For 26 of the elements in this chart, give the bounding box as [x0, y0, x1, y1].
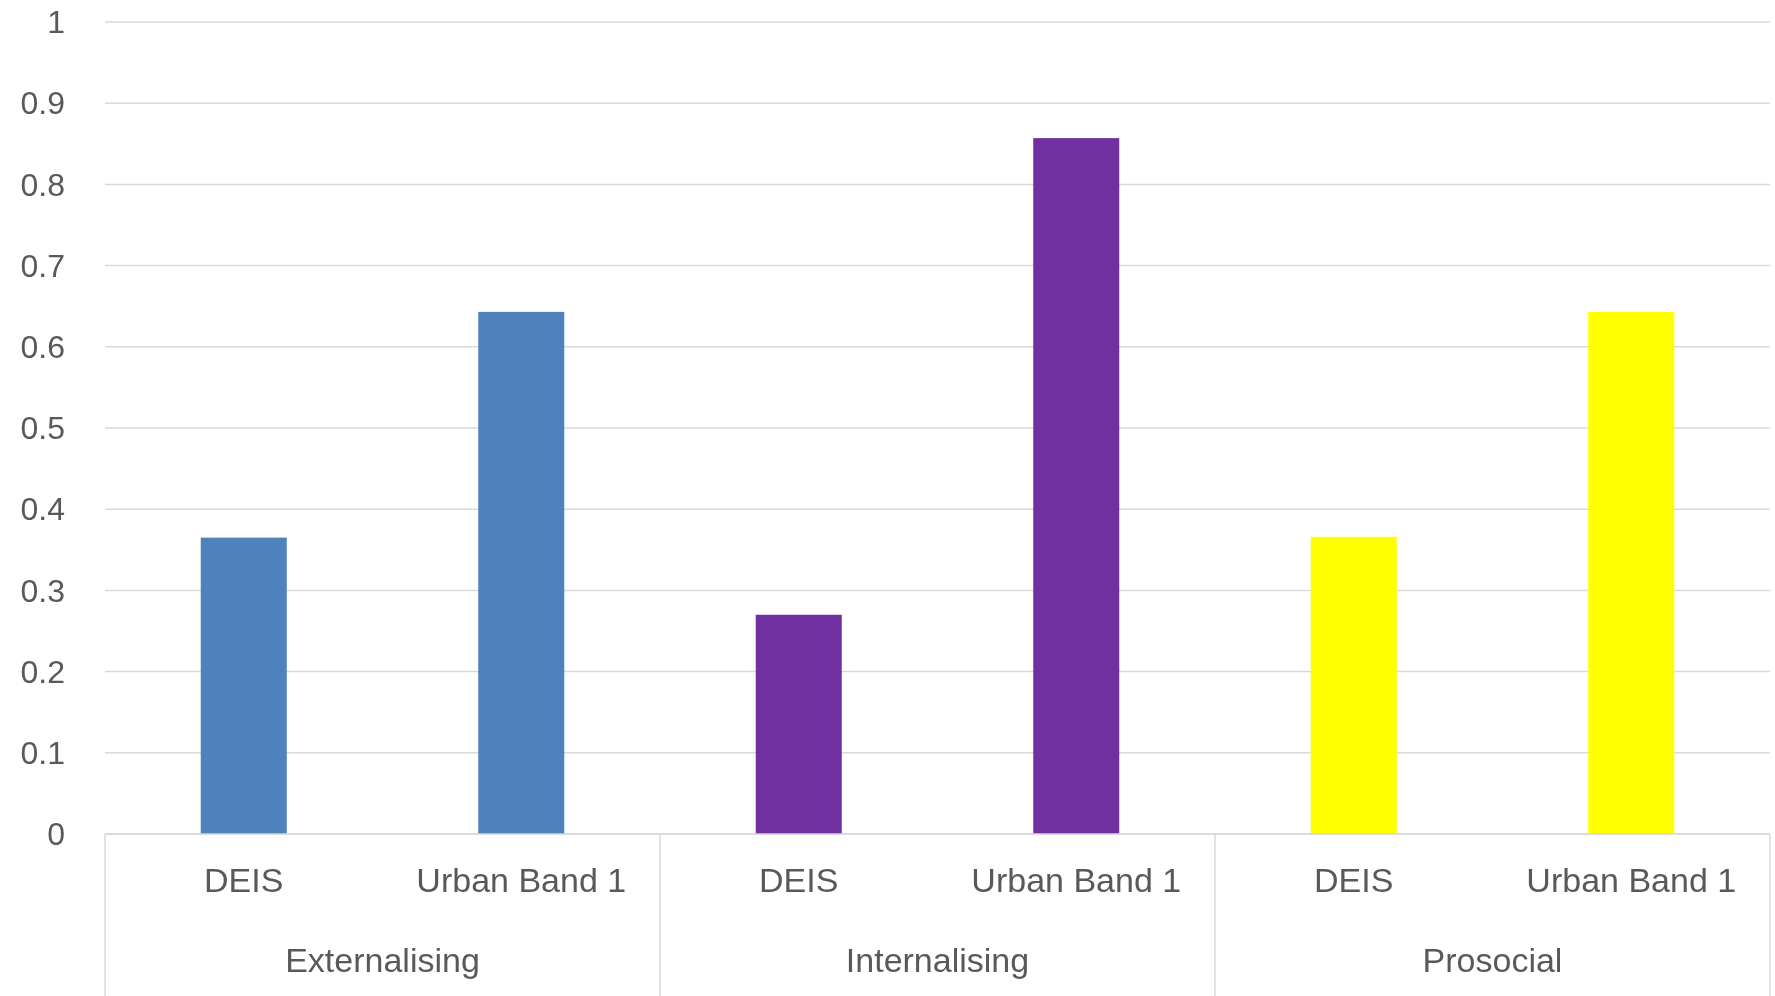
x-tick-label: Urban Band 1: [971, 861, 1182, 899]
x-tick-label: DEIS: [759, 861, 839, 899]
y-tick-label: 0.2: [20, 653, 65, 690]
bar: [478, 311, 565, 834]
text: Prosocial: [1422, 941, 1563, 979]
text: Externalising: [285, 941, 480, 979]
y-tick-label: 0.1: [20, 735, 65, 771]
x-tick-label: Urban Band 1: [1526, 861, 1737, 899]
x-tick-label: DEIS: [1314, 861, 1394, 899]
y-tick-label: 0.7: [20, 247, 65, 284]
bar: [1310, 536, 1397, 834]
bar: [1033, 138, 1120, 834]
bar: [1588, 311, 1675, 834]
y-tick-label: 0.9: [20, 85, 65, 122]
y-tick-label: 0: [47, 816, 65, 853]
x-tick-label: Urban Band 1: [416, 861, 627, 899]
y-tick-label: 0.6: [20, 329, 65, 365]
y-tick-label: 1: [47, 4, 65, 41]
bar: [755, 614, 842, 834]
text: Internalising: [845, 941, 1030, 979]
y-tick-label: 0.5: [20, 410, 65, 447]
y-tick-label: 0.3: [20, 572, 65, 609]
bar: [200, 537, 287, 834]
y-tick-label: 0.4: [20, 491, 65, 528]
y-tick-label: 0.8: [20, 166, 65, 203]
x-tick-label: DEIS: [204, 861, 284, 899]
